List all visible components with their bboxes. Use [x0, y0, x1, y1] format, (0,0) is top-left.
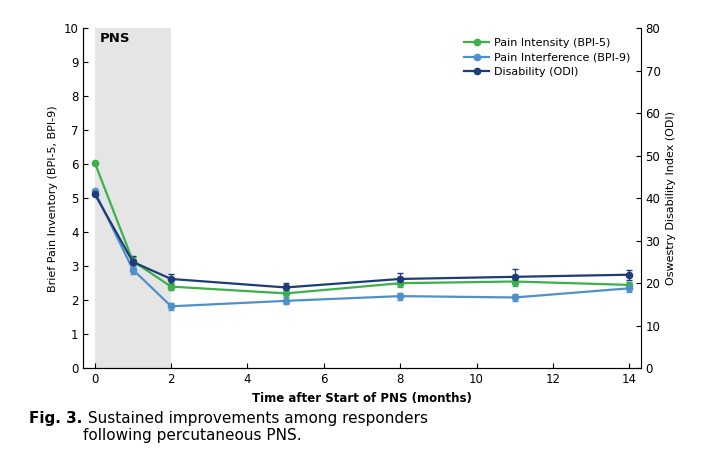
Y-axis label: Oswestry Disability Index (ODI): Oswestry Disability Index (ODI) — [666, 111, 676, 285]
Text: Fig. 3.: Fig. 3. — [29, 411, 83, 426]
Y-axis label: Brief Pain Inventory (BPI-5, BPI-9): Brief Pain Inventory (BPI-5, BPI-9) — [48, 105, 58, 292]
Text: PNS: PNS — [99, 32, 130, 45]
Bar — [95, 28, 171, 368]
Legend: Pain Intensity (BPI-5), Pain Interference (BPI-9), Disability (ODI): Pain Intensity (BPI-5), Pain Interferenc… — [460, 34, 635, 82]
Text: Sustained improvements among responders
following percutaneous PNS.: Sustained improvements among responders … — [83, 411, 429, 443]
X-axis label: Time after Start of PNS (months): Time after Start of PNS (months) — [252, 392, 472, 405]
